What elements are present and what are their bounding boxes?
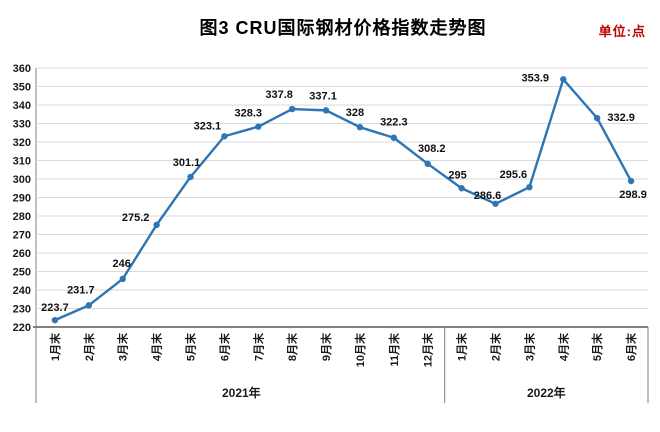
data-point-marker	[153, 221, 160, 229]
data-point-marker	[356, 124, 364, 131]
data-point-marker	[492, 200, 499, 207]
y-axis-tick-label: 280	[13, 211, 31, 223]
x-axis-tick-label: 2月末	[489, 332, 503, 361]
data-point-label: 323.1	[194, 120, 222, 132]
x-axis-tick-label: 7月末	[251, 332, 265, 361]
data-point-label: 308.2	[418, 143, 446, 155]
series-line	[53, 78, 633, 322]
x-axis-tick-label: 12月末	[421, 332, 435, 367]
data-point-marker	[221, 133, 228, 140]
data-point-label: 337.8	[265, 89, 293, 101]
x-axis-tick-label: 1月末	[455, 332, 469, 361]
data-point-label: 275.2	[122, 212, 150, 224]
x-axis-tick-label: 11月末	[387, 332, 401, 367]
data-point-marker	[187, 173, 194, 181]
data-point-label: 322.3	[380, 117, 408, 129]
data-point-label: 246	[113, 258, 131, 270]
y-axis-tick-label: 220	[13, 322, 31, 334]
data-point-label: 332.9	[607, 112, 635, 124]
data-point-marker	[458, 185, 465, 192]
data-point-marker	[593, 114, 601, 122]
data-point-marker	[119, 275, 126, 283]
data-point-marker	[322, 107, 330, 114]
data-point-label: 353.9	[522, 72, 550, 84]
x-axis-tick-label: 5月末	[184, 332, 198, 361]
x-axis-tick-label: 5月末	[590, 332, 604, 361]
x-axis-tick-label: 1月末	[48, 332, 62, 361]
y-axis-tick-label: 250	[13, 267, 31, 279]
data-point-label: 328	[346, 107, 364, 119]
x-axis-tick-label: 8月末	[285, 332, 299, 361]
data-point-marker	[390, 134, 398, 141]
y-axis-tick-label: 300	[13, 174, 31, 186]
y-axis-tick-label: 310	[13, 156, 31, 168]
year-label: 2022年	[527, 385, 566, 400]
data-point-marker	[85, 302, 93, 309]
x-axis-tick-label: 4月末	[556, 332, 570, 361]
data-point-marker	[288, 105, 296, 113]
x-axis-tick-label: 9月末	[319, 332, 333, 361]
y-axis-tick-label: 340	[13, 100, 31, 112]
data-point-label: 301.1	[173, 157, 201, 169]
unit-label: 单位:点	[598, 24, 646, 39]
y-axis-tick-label: 260	[13, 248, 31, 260]
data-point-label: 223.7	[41, 302, 69, 314]
x-axis-tick-label: 4月末	[150, 332, 164, 361]
data-point-label: 295	[448, 169, 466, 181]
y-axis-tick-label: 350	[13, 82, 31, 94]
data-point-label: 328.3	[235, 108, 263, 120]
year-label: 2021年	[222, 385, 261, 400]
data-point-marker	[255, 123, 262, 130]
y-axis-tick-label: 230	[13, 304, 31, 316]
data-point-label: 295.6	[500, 169, 528, 181]
x-axis-tick-label: 3月末	[522, 332, 536, 361]
x-axis-tick-label: 6月末	[217, 332, 231, 361]
x-axis-tick-label: 3月末	[116, 332, 130, 361]
data-point-marker	[526, 183, 533, 191]
chart-title: 图3 CRU国际钢材价格指数走势图	[199, 18, 487, 38]
y-axis-tick-label: 360	[13, 63, 31, 75]
y-axis-tick-label: 290	[13, 193, 31, 205]
y-axis-tick-label: 270	[13, 230, 31, 242]
y-axis-tick-label: 330	[13, 119, 31, 131]
data-point-marker	[560, 76, 567, 83]
data-point-label: 337.1	[309, 90, 337, 102]
x-axis-tick-label: 2月末	[82, 332, 96, 361]
data-point-label: 231.7	[67, 284, 95, 296]
y-axis-tick-label: 320	[13, 137, 31, 149]
data-point-label: 286.6	[474, 190, 502, 202]
data-point-marker	[51, 316, 59, 324]
data-point-marker	[627, 177, 635, 185]
x-axis-tick-label: 6月末	[624, 332, 638, 361]
data-point-label: 298.9	[619, 189, 647, 201]
data-point-marker	[424, 160, 431, 168]
y-axis-tick-label: 240	[13, 285, 31, 297]
x-axis-tick-label: 10月末	[353, 332, 367, 367]
